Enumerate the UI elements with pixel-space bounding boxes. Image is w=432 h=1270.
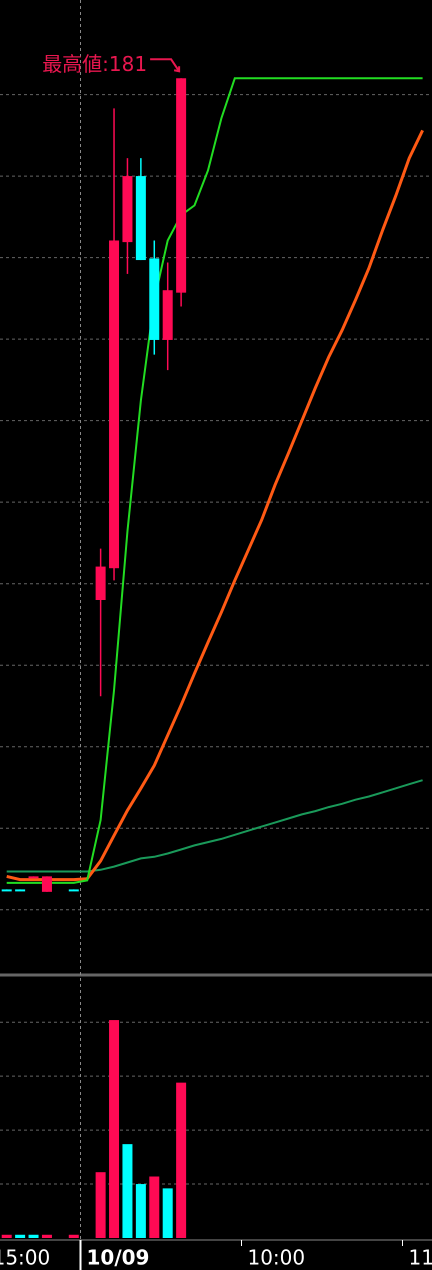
candle-body: [28, 876, 39, 879]
candle-body: [122, 176, 133, 243]
volume-bar: [122, 1144, 133, 1238]
x-tick-label: 10:00: [247, 1246, 305, 1270]
moving-average-line: [6, 129, 424, 882]
candle-body: [176, 78, 187, 293]
candle-body: [149, 258, 160, 340]
candle-body: [162, 290, 173, 340]
candle-body: [68, 889, 79, 892]
volume-bar: [135, 1184, 146, 1238]
volume-bar: [28, 1234, 39, 1238]
volume-bar: [15, 1234, 26, 1238]
volume-bar: [95, 1172, 106, 1238]
x-tick-label: 10/09: [86, 1246, 149, 1270]
candle-body: [1, 889, 12, 892]
candle-body: [41, 876, 52, 892]
moving-average-line: [6, 77, 423, 884]
moving-average-line: [6, 779, 423, 873]
volume-bar: [68, 1234, 79, 1238]
x-tick-label: 15:00: [0, 1246, 50, 1270]
candle-body: [135, 176, 146, 261]
candle-body: [15, 889, 26, 892]
candle-body: [95, 566, 106, 600]
volume-bar: [41, 1234, 52, 1238]
annotation-arrow: [150, 58, 181, 73]
volume-bar: [1, 1234, 12, 1238]
candle-body: [109, 240, 120, 569]
volume-bar: [109, 1020, 120, 1238]
x-tick-label: 11: [408, 1246, 432, 1270]
volume-bar: [176, 1082, 187, 1238]
volume-bar: [149, 1176, 160, 1238]
volume-bar: [162, 1188, 173, 1238]
annotation: 最高値:181: [42, 52, 147, 76]
